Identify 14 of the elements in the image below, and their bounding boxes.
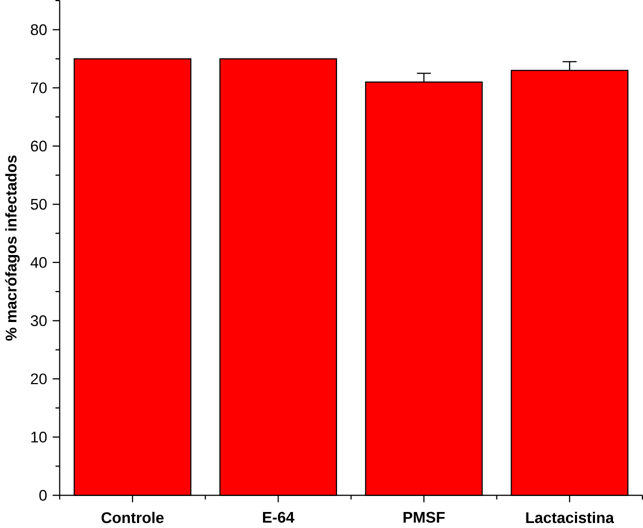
y-tick-label: 60 (30, 140, 47, 152)
y-tick-label: 80 (30, 24, 47, 35)
y-tick-label: 50 (30, 198, 47, 210)
y-tick-label: 20 (30, 373, 47, 384)
x-tick-label: PMSF (404, 512, 445, 523)
x-tick-label: Controle (102, 512, 164, 524)
y-tick-label: 70 (30, 82, 47, 94)
y-tick-label: 0 (39, 490, 47, 501)
x-tick-label: Lactacistina (526, 512, 614, 524)
y-tick-label: 10 (31, 432, 47, 442)
x-tick-label: E-64 (263, 512, 294, 523)
y-tick-label: 30 (30, 315, 47, 326)
y-axis-title: % macrófagos infectados (5, 155, 20, 341)
y-tick-label: 40 (30, 256, 47, 268)
